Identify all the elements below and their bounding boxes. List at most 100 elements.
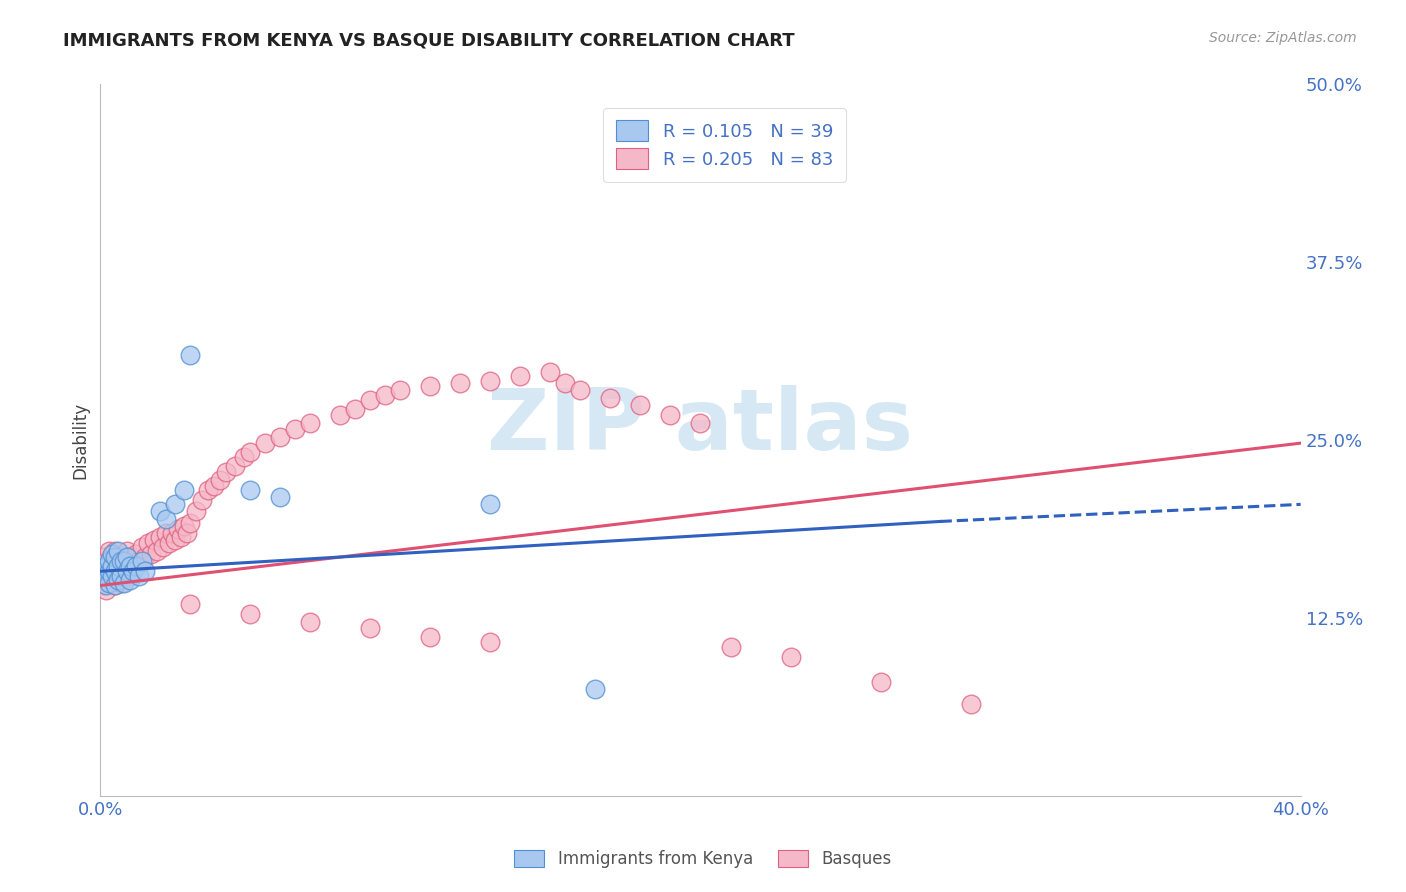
Point [104,578,127,592]
Point [329,408,352,422]
Point [419,630,441,644]
Point [157,536,180,550]
Point [374,388,396,402]
Point [146,544,169,558]
Point [233,450,256,465]
Point [112,568,135,582]
Point [239,444,262,458]
Point [659,408,682,422]
Point [344,402,367,417]
Point [112,554,135,568]
Point [101,549,124,564]
Point [101,558,124,573]
Point [122,558,145,573]
Point [110,568,132,582]
Point [98,575,121,590]
Point [569,384,592,398]
Point [284,422,307,436]
Point [122,564,145,578]
Point [209,473,232,487]
Point [959,697,981,711]
Point [104,549,127,564]
Point [299,615,322,630]
Point [134,549,156,564]
Point [96,554,118,568]
Point [93,549,115,564]
Point [540,365,562,379]
Point [479,374,502,388]
Point [720,640,742,654]
Point [165,497,187,511]
Point [869,675,891,690]
Point [152,540,174,554]
Point [107,544,129,558]
Point [96,582,118,597]
Point [93,578,115,592]
Point [170,530,193,544]
Point [173,518,195,533]
Point [138,536,160,550]
Point [359,393,381,408]
Point [389,384,412,398]
Point [110,554,132,568]
Point [215,465,238,479]
Point [120,568,142,582]
Point [125,547,148,561]
Point [149,504,172,518]
Point [98,575,121,590]
Point [179,597,201,611]
Point [120,573,142,587]
Point [117,549,139,564]
Point [143,533,166,547]
Point [155,511,177,525]
Point [101,568,124,582]
Point [269,430,291,444]
Point [449,376,471,391]
Point [224,458,246,473]
Point [167,522,190,536]
Point [239,607,262,621]
Text: Source: ZipAtlas.com: Source: ZipAtlas.com [1209,31,1357,45]
Point [254,436,277,450]
Point [176,525,198,540]
Point [96,558,118,573]
Point [186,504,208,518]
Point [112,575,135,590]
Point [202,479,225,493]
Point [179,516,201,530]
Point [155,525,177,540]
Point [630,398,652,412]
Point [107,558,129,573]
Point [128,554,150,568]
Point [98,564,121,578]
Point [128,568,150,582]
Point [162,525,184,540]
Point [173,483,195,497]
Text: ZIP atlas: ZIP atlas [488,384,914,467]
Point [149,530,172,544]
Point [125,558,148,573]
Point [98,544,121,558]
Point [599,391,621,405]
Point [107,568,129,582]
Point [479,497,502,511]
Point [96,568,118,582]
Point [96,568,118,582]
Point [479,635,502,649]
Point [141,547,163,561]
Point [689,416,711,430]
Point [98,558,121,573]
Point [134,564,156,578]
Point [93,568,115,582]
Point [239,483,262,497]
Point [419,379,441,393]
Y-axis label: Disability: Disability [72,401,89,479]
Point [107,573,129,587]
Point [359,621,381,635]
Text: IMMIGRANTS FROM KENYA VS BASQUE DISABILITY CORRELATION CHART: IMMIGRANTS FROM KENYA VS BASQUE DISABILI… [63,31,794,49]
Point [101,568,124,582]
Point [509,369,531,384]
Point [104,561,127,575]
Point [93,561,115,575]
Point [104,544,127,558]
